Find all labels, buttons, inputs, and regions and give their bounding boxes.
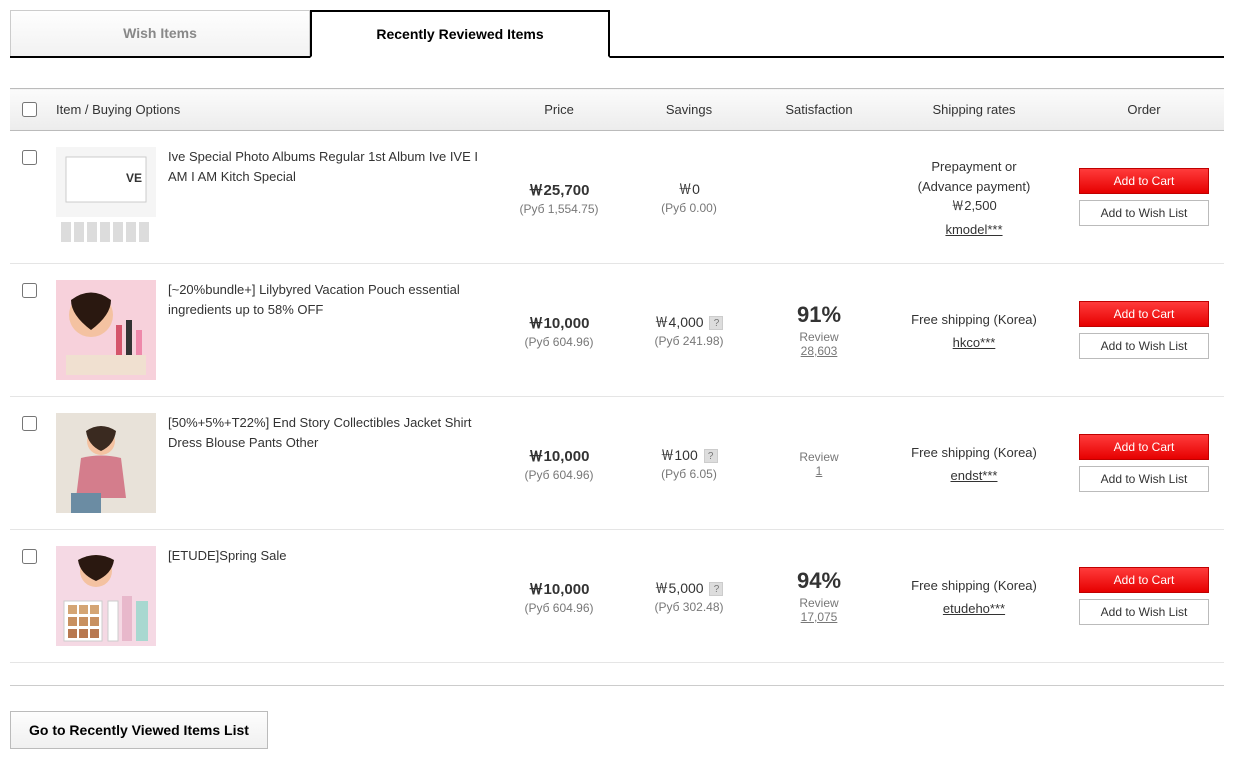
seller-link[interactable]: hkco*** xyxy=(953,335,996,350)
satisfaction-percent: 94% xyxy=(762,568,876,594)
tab-recently-reviewed[interactable]: Recently Reviewed Items xyxy=(310,10,610,58)
table-row: [~20%bundle+] Lilybyred Vacation Pouch e… xyxy=(10,264,1224,397)
review-label: Review xyxy=(762,450,876,464)
product-title[interactable]: [50%+5%+T22%] End Story Collectibles Jac… xyxy=(168,413,478,452)
items-table: Item / Buying Options Price Savings Sati… xyxy=(10,88,1224,663)
review-label: Review xyxy=(762,596,876,610)
seller-link[interactable]: etudeho*** xyxy=(943,601,1005,616)
price-main: ￦10,000 xyxy=(502,578,616,599)
header-satisfaction: Satisfaction xyxy=(754,89,884,131)
header-order: Order xyxy=(1064,89,1224,131)
price-main: ￦25,700 xyxy=(502,179,616,200)
svg-text:VE: VE xyxy=(126,171,142,185)
price-main: ￦10,000 xyxy=(502,312,616,333)
product-thumbnail[interactable] xyxy=(56,546,156,646)
savings-sub: (Руб 302.48) xyxy=(632,600,746,614)
shipping-info: Free shipping (Korea) xyxy=(892,576,1056,596)
row-checkbox[interactable] xyxy=(22,549,37,564)
help-icon[interactable]: ? xyxy=(709,316,723,330)
shipping-info: Prepayment or(Advance payment)￦2,500 xyxy=(892,157,1056,216)
satisfaction-percent: 91% xyxy=(762,302,876,328)
add-to-cart-button[interactable]: Add to Cart xyxy=(1079,567,1209,593)
shipping-info: Free shipping (Korea) xyxy=(892,443,1056,463)
table-row: [50%+5%+T22%] End Story Collectibles Jac… xyxy=(10,397,1224,530)
seller-link[interactable]: endst*** xyxy=(951,468,998,483)
add-to-wishlist-button[interactable]: Add to Wish List xyxy=(1079,200,1209,226)
savings-main: ￦4,000 ? xyxy=(632,312,746,332)
select-all-checkbox[interactable] xyxy=(22,102,37,117)
price-sub: (Руб 604.96) xyxy=(502,468,616,482)
row-checkbox[interactable] xyxy=(22,283,37,298)
tabs-container: Wish Items Recently Reviewed Items xyxy=(10,10,1224,58)
seller-link[interactable]: kmodel*** xyxy=(945,222,1002,237)
table-row: [ETUDE]Spring Sale ￦10,000 (Руб 604.96) ￦… xyxy=(10,530,1224,663)
review-label: Review xyxy=(762,330,876,344)
shipping-info: Free shipping (Korea) xyxy=(892,310,1056,330)
review-count[interactable]: 17,075 xyxy=(762,610,876,624)
table-row: VE Ive Special Photo Albums Regular 1st … xyxy=(10,131,1224,264)
header-item: Item / Buying Options xyxy=(48,89,494,131)
product-thumbnail[interactable] xyxy=(56,413,156,513)
savings-sub: (Руб 6.05) xyxy=(632,467,746,481)
header-price: Price xyxy=(494,89,624,131)
product-title[interactable]: [~20%bundle+] Lilybyred Vacation Pouch e… xyxy=(168,280,478,319)
add-to-cart-button[interactable]: Add to Cart xyxy=(1079,168,1209,194)
product-title[interactable]: Ive Special Photo Albums Regular 1st Alb… xyxy=(168,147,478,186)
product-thumbnail[interactable]: VE xyxy=(56,147,156,247)
separator xyxy=(10,685,1224,686)
tab-wish-items[interactable]: Wish Items xyxy=(10,10,310,56)
row-checkbox[interactable] xyxy=(22,416,37,431)
price-sub: (Руб 604.96) xyxy=(502,601,616,615)
savings-main: ￦5,000 ? xyxy=(632,578,746,598)
savings-main: ￦0 xyxy=(632,179,746,199)
help-icon[interactable]: ? xyxy=(704,449,718,463)
header-shipping: Shipping rates xyxy=(884,89,1064,131)
add-to-cart-button[interactable]: Add to Cart xyxy=(1079,301,1209,327)
savings-main: ￦100 ? xyxy=(632,445,746,465)
price-main: ￦10,000 xyxy=(502,445,616,466)
add-to-cart-button[interactable]: Add to Cart xyxy=(1079,434,1209,460)
product-title[interactable]: [ETUDE]Spring Sale xyxy=(168,546,287,566)
review-count[interactable]: 1 xyxy=(762,464,876,478)
price-sub: (Руб 604.96) xyxy=(502,335,616,349)
row-checkbox[interactable] xyxy=(22,150,37,165)
add-to-wishlist-button[interactable]: Add to Wish List xyxy=(1079,333,1209,359)
go-to-recently-viewed-button[interactable]: Go to Recently Viewed Items List xyxy=(10,711,268,749)
savings-sub: (Руб 241.98) xyxy=(632,334,746,348)
product-thumbnail[interactable] xyxy=(56,280,156,380)
price-sub: (Руб 1,554.75) xyxy=(502,202,616,216)
savings-sub: (Руб 0.00) xyxy=(632,201,746,215)
header-savings: Savings xyxy=(624,89,754,131)
add-to-wishlist-button[interactable]: Add to Wish List xyxy=(1079,599,1209,625)
review-count[interactable]: 28,603 xyxy=(762,344,876,358)
help-icon[interactable]: ? xyxy=(709,582,723,596)
add-to-wishlist-button[interactable]: Add to Wish List xyxy=(1079,466,1209,492)
